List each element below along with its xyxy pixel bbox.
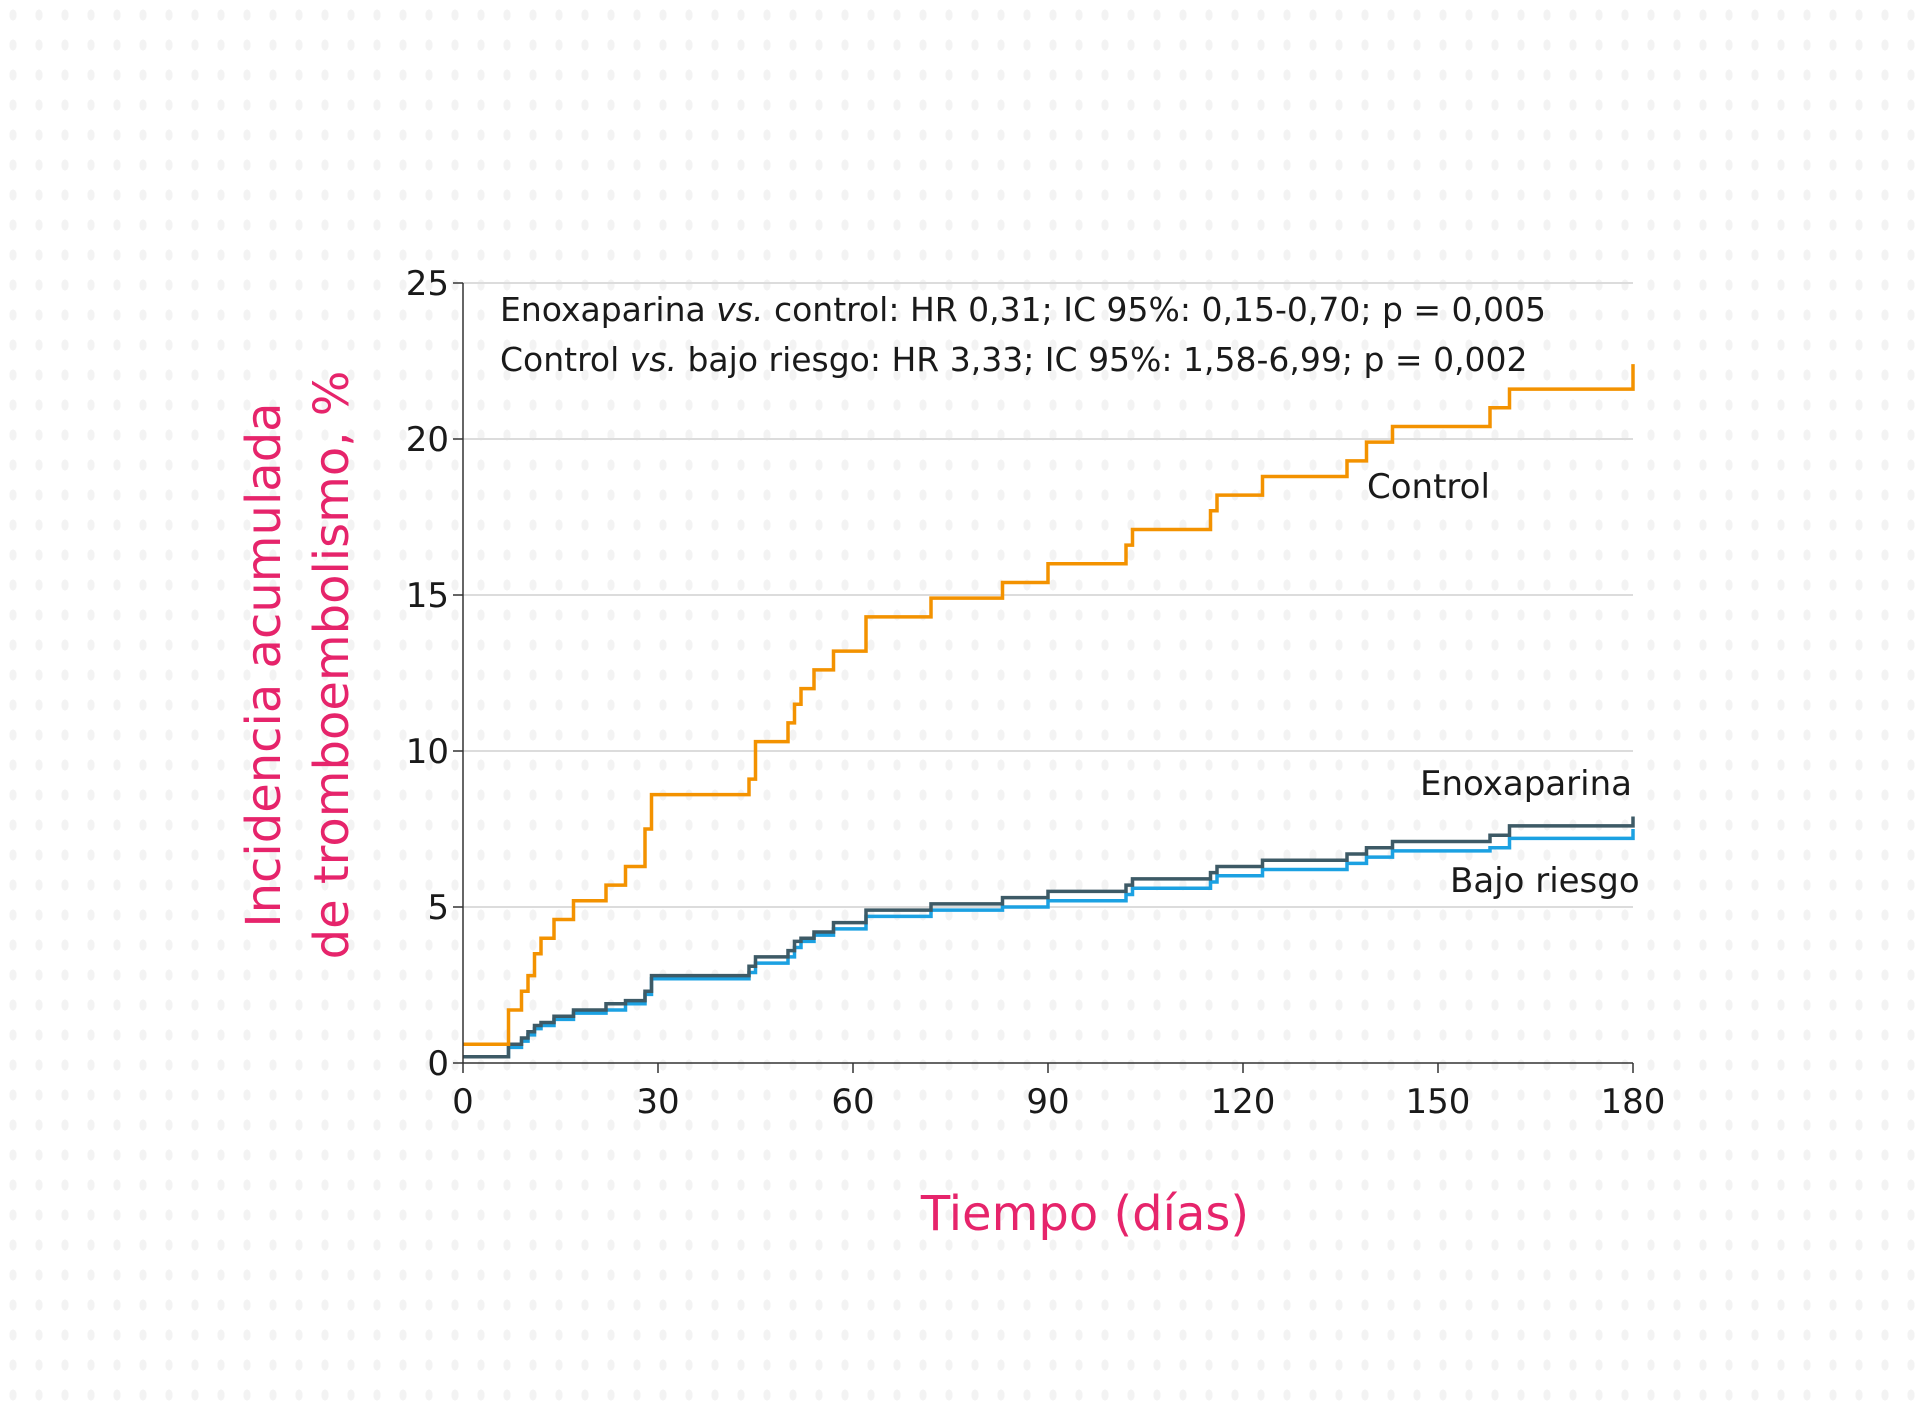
annotation-2: Control vs. bajo riesgo: HR 3,33; IC 95%… [500, 340, 1528, 379]
label-enoxaparina: Enoxaparina [1420, 764, 1632, 804]
y-tick-label: 25 [406, 264, 449, 304]
y-tick-label: 20 [406, 420, 449, 460]
x-tick-label: 120 [1211, 1082, 1276, 1122]
x-axis-title: Tiempo (días) [920, 1186, 1249, 1242]
series-line-enoxaparina [463, 816, 1635, 1059]
y-tick-label: 5 [427, 888, 449, 928]
x-tick-label: 60 [831, 1082, 874, 1122]
series-line-control [463, 364, 1635, 1047]
x-tick-label: 30 [636, 1082, 679, 1122]
y-tick-label: 15 [406, 576, 449, 616]
series-line-bajo-riesgo [463, 829, 1635, 1059]
y-axis-title-line2: de tromboembolismo, % [304, 371, 360, 960]
x-tick-label: 90 [1026, 1082, 1069, 1122]
annotation-1: Enoxaparina vs. control: HR 0,31; IC 95%… [500, 290, 1546, 329]
label-bajo-riesgo: Bajo riesgo [1450, 861, 1640, 901]
x-tick-label: 0 [452, 1082, 474, 1122]
label-control: Control [1367, 467, 1490, 507]
x-tick-label: 180 [1601, 1082, 1666, 1122]
y-tick-label: 0 [427, 1044, 449, 1084]
y-tick-label: 10 [406, 732, 449, 772]
y-axis-title-line1: Incidencia acumulada [236, 402, 292, 927]
x-tick-label: 150 [1406, 1082, 1471, 1122]
